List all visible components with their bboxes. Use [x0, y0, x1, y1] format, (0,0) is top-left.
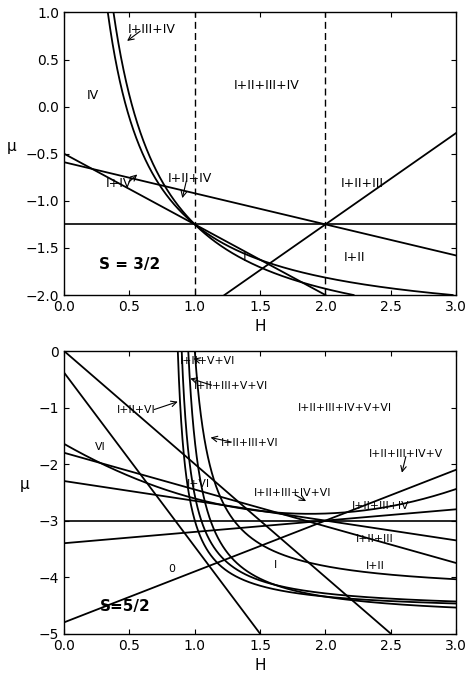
Text: IV: IV: [87, 89, 99, 102]
Text: I+II+III+IV+VI: I+II+III+IV+VI: [254, 488, 331, 498]
Text: I+II+III: I+II+III: [340, 177, 383, 190]
Text: I+II+III+IV: I+II+III+IV: [352, 501, 409, 511]
Text: I+IV: I+IV: [106, 177, 132, 190]
Text: 0: 0: [168, 564, 175, 574]
Y-axis label: μ: μ: [7, 139, 17, 154]
Text: I: I: [243, 251, 246, 264]
Text: VI: VI: [95, 442, 106, 452]
Text: I+II+III+IV+V+VI: I+II+III+IV+V+VI: [298, 403, 392, 413]
Y-axis label: μ: μ: [20, 477, 30, 492]
Text: I+II+V+VI: I+II+V+VI: [180, 356, 236, 367]
Text: I+II+III: I+II+III: [356, 534, 394, 544]
Text: I+II+IV: I+II+IV: [167, 172, 212, 185]
Text: I+II+III+VI: I+II+III+VI: [221, 438, 279, 447]
Text: S=5/2: S=5/2: [100, 599, 150, 614]
Text: I+II+III+V+VI: I+II+III+V+VI: [194, 381, 268, 391]
Text: I+II: I+II: [365, 561, 384, 571]
Text: I+II+III+IV: I+II+III+IV: [234, 80, 300, 92]
Text: S = 3/2: S = 3/2: [100, 256, 161, 271]
Text: I+II+VI: I+II+VI: [117, 405, 155, 415]
Text: I: I: [274, 560, 277, 570]
Text: I+VI: I+VI: [187, 479, 210, 489]
X-axis label: H: H: [255, 658, 266, 673]
Text: I+II: I+II: [344, 251, 365, 264]
Text: I+III+IV: I+III+IV: [128, 23, 175, 36]
X-axis label: H: H: [255, 320, 266, 335]
Text: I+II+III+IV+V: I+II+III+IV+V: [369, 449, 444, 459]
